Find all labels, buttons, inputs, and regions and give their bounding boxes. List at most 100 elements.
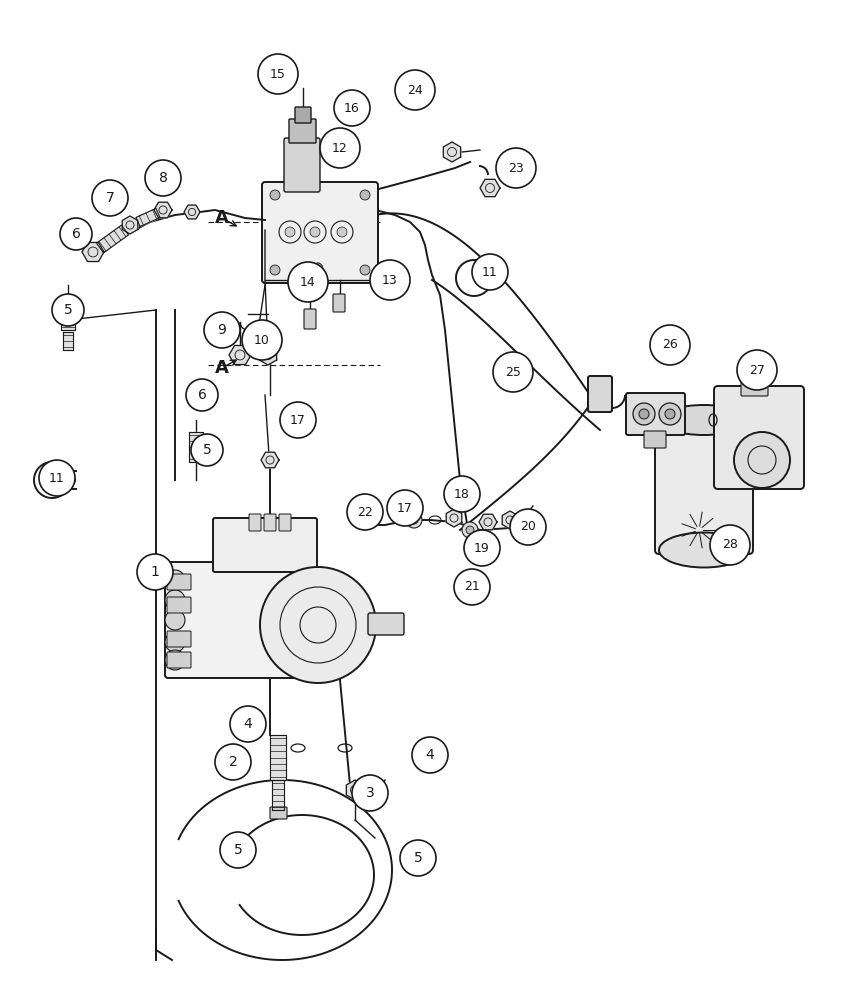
FancyBboxPatch shape [644,431,666,448]
Circle shape [352,775,388,811]
Text: 6: 6 [198,388,206,402]
Text: 19: 19 [474,542,490,554]
Circle shape [360,265,370,275]
Text: 11: 11 [49,472,65,485]
Text: 25: 25 [505,365,521,378]
Circle shape [737,350,777,390]
Circle shape [270,265,280,275]
Text: 13: 13 [382,273,398,286]
Circle shape [186,379,218,411]
Text: 4: 4 [244,717,253,731]
Text: 16: 16 [344,102,360,114]
Circle shape [490,274,497,282]
Polygon shape [261,452,279,468]
FancyBboxPatch shape [655,416,753,554]
Circle shape [464,530,500,566]
Text: 21: 21 [464,580,480,593]
FancyBboxPatch shape [588,376,612,412]
Circle shape [165,632,185,652]
FancyBboxPatch shape [714,386,804,489]
Circle shape [137,554,173,590]
Text: 6: 6 [72,227,80,241]
Circle shape [39,460,75,496]
Circle shape [204,312,240,348]
Text: 5: 5 [203,443,211,457]
FancyBboxPatch shape [289,119,316,143]
Text: 8: 8 [158,171,168,185]
Circle shape [462,522,478,538]
FancyBboxPatch shape [167,574,191,590]
FancyBboxPatch shape [167,597,191,613]
FancyBboxPatch shape [167,631,191,647]
Circle shape [280,402,316,438]
Circle shape [496,148,536,188]
Circle shape [52,294,84,326]
FancyBboxPatch shape [262,182,378,283]
Text: 5: 5 [63,303,73,317]
Polygon shape [259,345,276,365]
Circle shape [466,526,474,534]
Circle shape [191,434,223,466]
Circle shape [400,840,436,876]
Circle shape [347,494,383,530]
Circle shape [493,352,533,392]
Text: 10: 10 [254,334,270,347]
FancyBboxPatch shape [249,514,261,531]
Circle shape [165,570,185,590]
Circle shape [145,160,181,196]
Circle shape [165,590,185,610]
Circle shape [260,567,376,683]
FancyBboxPatch shape [284,138,320,192]
Circle shape [633,403,655,425]
Polygon shape [347,780,364,800]
Text: 22: 22 [357,506,373,518]
Circle shape [360,190,370,200]
Polygon shape [443,142,461,162]
Circle shape [639,409,649,419]
Circle shape [710,525,750,565]
Circle shape [270,190,280,200]
Circle shape [230,706,266,742]
FancyBboxPatch shape [165,562,301,678]
Text: A: A [215,209,229,227]
Circle shape [444,476,480,512]
Ellipse shape [659,532,749,568]
Circle shape [665,409,675,419]
Circle shape [387,490,423,526]
Polygon shape [136,208,160,227]
Text: 3: 3 [366,786,374,800]
Circle shape [285,227,295,237]
Text: 18: 18 [454,488,470,500]
Text: A: A [215,359,229,377]
Polygon shape [61,295,75,330]
Polygon shape [154,202,172,218]
Circle shape [92,180,128,216]
Text: 12: 12 [332,141,348,154]
Polygon shape [122,216,138,234]
Text: 23: 23 [508,161,524,174]
Polygon shape [97,225,128,253]
Circle shape [510,509,546,545]
Circle shape [410,516,418,524]
FancyBboxPatch shape [368,613,404,635]
FancyBboxPatch shape [295,107,311,123]
Text: 20: 20 [520,520,536,534]
FancyBboxPatch shape [167,652,191,668]
Circle shape [734,432,790,488]
Text: 17: 17 [397,502,413,514]
Circle shape [334,90,370,126]
Circle shape [288,262,328,302]
Polygon shape [184,205,200,219]
Circle shape [412,737,448,773]
FancyBboxPatch shape [213,518,317,572]
Polygon shape [479,514,497,530]
Polygon shape [446,509,461,527]
Text: 4: 4 [425,748,434,762]
Polygon shape [189,432,203,462]
Text: 28: 28 [722,538,738,552]
Text: 14: 14 [300,275,316,288]
Circle shape [370,260,410,300]
Text: 15: 15 [270,68,286,81]
FancyBboxPatch shape [279,514,291,531]
FancyBboxPatch shape [270,807,287,819]
